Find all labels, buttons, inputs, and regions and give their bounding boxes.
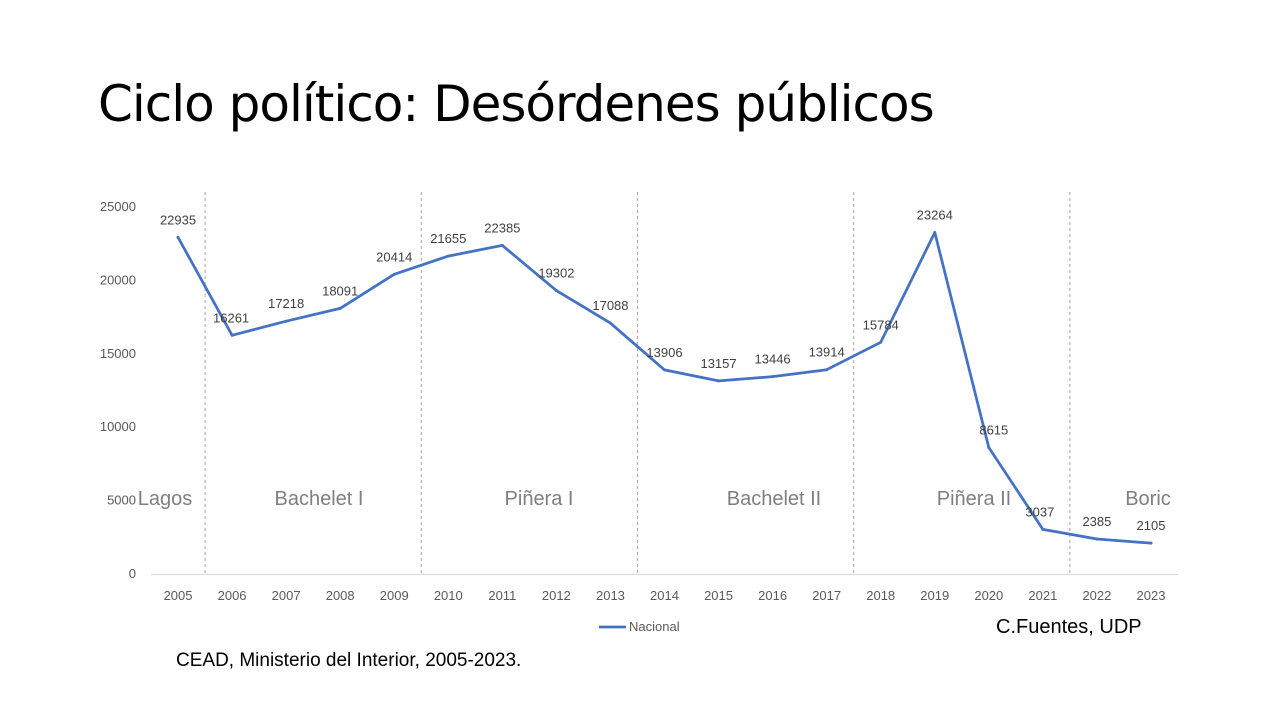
x-tick-label: 2017	[812, 588, 841, 603]
data-point	[771, 375, 775, 379]
period-label: Lagos	[138, 488, 193, 510]
data-label: 18091	[322, 283, 358, 298]
data-point	[825, 368, 829, 372]
period-label: Piñera I	[505, 488, 574, 510]
x-tick-label: 2005	[164, 588, 193, 603]
x-tick-label: 2018	[866, 588, 895, 603]
data-label: 17218	[268, 296, 304, 311]
data-point	[176, 235, 180, 239]
data-point	[1041, 527, 1045, 531]
x-tick-label: 2008	[326, 588, 355, 603]
data-point	[663, 368, 666, 372]
period-label: Boric	[1125, 488, 1171, 510]
data-label: 20414	[376, 249, 412, 264]
data-label: 13157	[700, 356, 736, 371]
x-tick-label: 2014	[650, 588, 679, 603]
x-tick-label: 2011	[488, 588, 516, 603]
x-tick-label: 2013	[596, 588, 625, 603]
period-dividers	[204, 192, 1071, 574]
period-label: Bachelet I	[275, 488, 364, 510]
data-label: 17088	[592, 298, 628, 313]
y-tick-label: 10000	[100, 419, 136, 434]
data-point	[392, 272, 396, 276]
x-tick-label: 2009	[380, 588, 409, 603]
data-label: 16261	[213, 310, 249, 325]
y-tick-label: 0	[129, 566, 136, 581]
x-tick-label: 2021	[1028, 588, 1057, 603]
legend-label: Nacional	[629, 619, 680, 634]
data-labels: 22935 16261 17218 18091 20414 21655 22385 19302…	[160, 207, 1165, 533]
data-label: 8615	[979, 423, 1008, 438]
y-tick-label: 5000	[107, 493, 136, 508]
data-point	[230, 333, 234, 337]
x-tick-label: 2015	[704, 588, 733, 603]
y-tick-label: 20000	[100, 272, 136, 287]
period-label: Bachelet II	[727, 488, 822, 510]
data-point	[608, 321, 612, 325]
data-label: 13914	[809, 345, 845, 360]
x-tick-label: 2019	[920, 588, 949, 603]
legend: Nacional	[599, 619, 680, 634]
author-credit: C.Fuentes, UDP	[996, 616, 1142, 638]
series-group	[176, 230, 1153, 545]
data-point	[554, 289, 558, 293]
data-point	[879, 340, 883, 344]
data-label: 22385	[484, 220, 520, 235]
x-tick-label: 2022	[1082, 588, 1111, 603]
data-label: 2385	[1082, 514, 1111, 529]
x-tick-label: 2006	[218, 588, 247, 603]
data-label: 15784	[863, 317, 899, 332]
slide-title: Ciclo político: Desórdenes públicos	[98, 75, 935, 133]
y-tick-label: 15000	[100, 346, 136, 361]
data-point	[1095, 537, 1099, 541]
x-tick-label: 2016	[758, 588, 787, 603]
data-label: 23264	[917, 207, 953, 222]
source-note: CEAD, Ministerio del Interior, 2005-2023…	[176, 650, 522, 671]
data-point	[284, 319, 288, 323]
data-label: 21655	[430, 231, 466, 246]
data-point	[338, 306, 342, 310]
x-tick-label: 2012	[542, 588, 571, 603]
data-point	[446, 254, 450, 258]
data-point	[717, 379, 721, 383]
x-tick-label: 2007	[272, 588, 301, 603]
data-label: 19302	[538, 266, 574, 281]
period-labels: Lagos Bachelet I Piñera I Bachelet II Piñera…	[138, 488, 1171, 510]
data-point	[1149, 541, 1153, 545]
data-point	[500, 243, 504, 247]
data-point	[987, 446, 991, 450]
data-label: 13446	[755, 352, 791, 367]
y-tick-label: 25000	[100, 199, 136, 214]
x-tick-label: 2010	[434, 588, 463, 603]
x-tick-label: 2020	[974, 588, 1003, 603]
period-label: Piñera II	[937, 488, 1011, 510]
data-label: 3037	[1025, 504, 1054, 519]
data-label: 13906	[646, 345, 682, 360]
x-tick-label: 2023	[1137, 588, 1166, 603]
data-label: 2105	[1137, 518, 1166, 533]
axis-group: 0 5000 10000 15000 20000 25000 2005 2006 2007 200…	[100, 199, 1178, 603]
data-point	[933, 230, 937, 234]
data-label: 22935	[160, 212, 196, 227]
